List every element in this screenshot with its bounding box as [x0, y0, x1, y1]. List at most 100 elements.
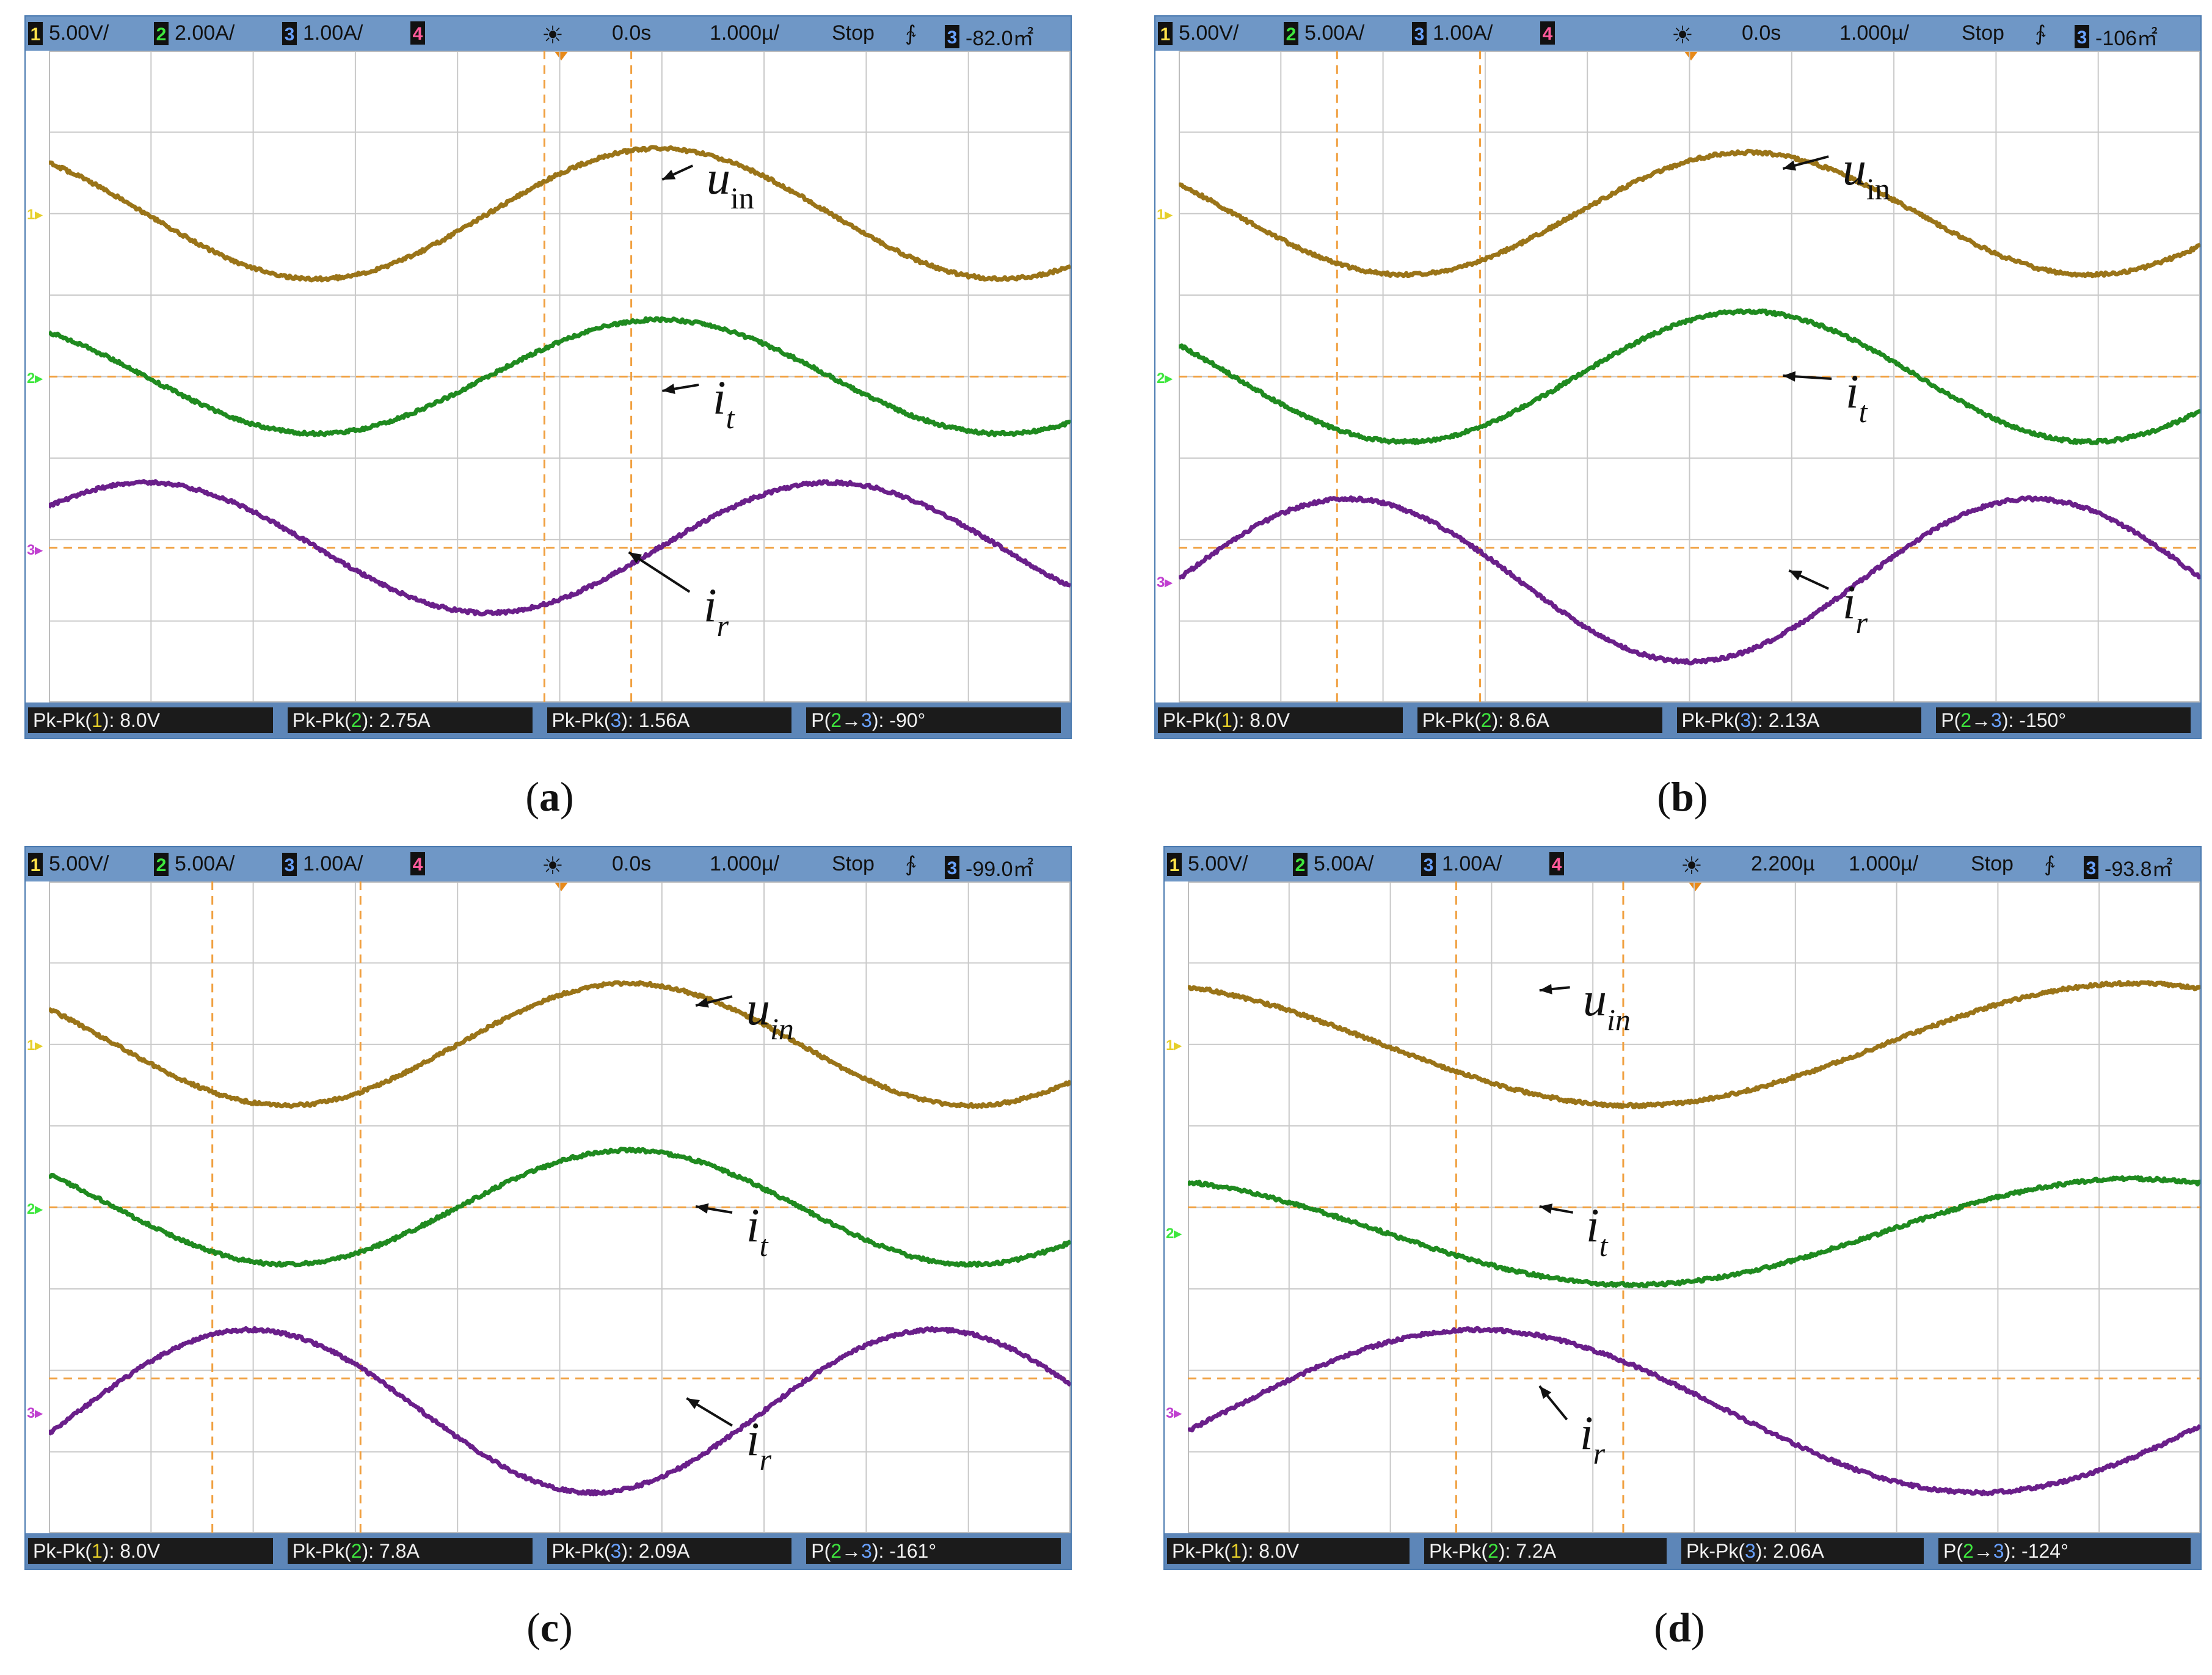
- ch3-scale-indicator[interactable]: 3 1.00A/: [1421, 852, 1502, 876]
- ch4-number-badge: 4: [410, 21, 425, 45]
- measurement-m1[interactable]: Pk-Pk(1): 8.0V: [28, 707, 273, 733]
- ch4-indicator[interactable]: 4: [410, 21, 425, 45]
- ch1-number-badge: 1: [1158, 21, 1173, 45]
- caption-letter: a: [539, 773, 560, 820]
- trigger-channel-badge: 3: [2084, 855, 2098, 879]
- annotation-symbol: i: [1586, 1199, 1599, 1252]
- ch3-scale-indicator[interactable]: 3 1.00A/: [282, 21, 363, 45]
- ch4-indicator[interactable]: 4: [1549, 852, 1564, 875]
- measurement-m3[interactable]: Pk-Pk(3): 2.06A: [1681, 1538, 1924, 1564]
- measurement-channel: 2: [351, 1540, 362, 1562]
- scope-status-bar: 1 5.00V/2 2.00A/3 1.00A/4 ☀ 0.0s 1.000µ/Stop ∱ 3…: [26, 16, 1071, 51]
- ch1-scale-indicator[interactable]: 1 5.00V/: [1167, 852, 1248, 876]
- series-u-in-trace: [49, 980, 1071, 1109]
- measurement-m4[interactable]: P(2→3): -161°: [806, 1538, 1061, 1564]
- measurement-m2[interactable]: Pk-Pk(2): 8.6A: [1417, 707, 1662, 733]
- annotation-arrowhead: [1539, 1203, 1553, 1214]
- annotation-ir: ir: [1843, 578, 1868, 638]
- ch3-number-badge: 3: [1421, 852, 1436, 876]
- ch1-scale-indicator[interactable]: 1 5.00V/: [28, 21, 109, 45]
- measurement-m4[interactable]: P(2→3): -150°: [1936, 707, 2191, 733]
- ch1-scale-indicator[interactable]: 1 5.00V/: [1158, 21, 1239, 45]
- scope-status-bar: 1 5.00V/2 5.00A/3 1.00A/4 ☀ 2.200µ 1.000µ/Stop…: [1165, 847, 2200, 881]
- waveform-svg: [49, 881, 1071, 1533]
- annotation-arrowhead: [696, 1203, 709, 1214]
- ch1-scale-text: 5.00V/: [49, 21, 109, 45]
- measurement-channel-b: 3: [1993, 1540, 2004, 1562]
- panel-caption: (c): [476, 1604, 623, 1652]
- annotation-subscript: t: [726, 401, 735, 435]
- annotation-it: it: [713, 374, 735, 434]
- measurement-m1[interactable]: Pk-Pk(1): 8.0V: [1158, 707, 1403, 733]
- ch3-scale-indicator[interactable]: 3 1.00A/: [282, 852, 363, 876]
- measurement-prefix: P(: [1941, 709, 1961, 731]
- measurement-channel-a: 2: [1963, 1540, 1974, 1562]
- measurement-m3[interactable]: Pk-Pk(3): 2.13A: [1676, 707, 1922, 733]
- measurement-prefix: Pk-Pk(: [1686, 1540, 1745, 1562]
- annotation-arrowhead: [662, 169, 676, 180]
- waveform-plot: [49, 51, 1071, 702]
- ch3-number-badge: 3: [282, 852, 297, 876]
- trigger-level-indicator[interactable]: 3 -106㎡: [2075, 21, 2158, 51]
- caption-close-paren: ): [1694, 773, 1708, 820]
- annotation-subscript: r: [759, 1442, 772, 1476]
- trigger-edge-icon: ∱: [2044, 853, 2055, 876]
- caption-letter: d: [1668, 1604, 1691, 1651]
- trigger-indicator[interactable]: ☀: [1672, 21, 1694, 49]
- measurement-prefix: P(: [811, 709, 831, 731]
- series-i-t-trace: [1179, 308, 2200, 445]
- measurement-value: ): 2.09A: [621, 1540, 690, 1562]
- ch1-scale-indicator[interactable]: 1 5.00V/: [28, 852, 109, 876]
- ch2-scale-indicator[interactable]: 2 5.00A/: [154, 852, 235, 876]
- trigger-indicator[interactable]: ☀: [542, 852, 564, 880]
- annotation-ir: ir: [704, 582, 729, 641]
- ch4-number-badge: 4: [1549, 852, 1564, 875]
- measurement-m4[interactable]: P(2→3): -124°: [1938, 1538, 2191, 1564]
- arrow-icon: →: [1973, 1540, 1993, 1562]
- trigger-channel-badge: 3: [945, 855, 959, 879]
- trigger-indicator[interactable]: ☀: [542, 21, 564, 49]
- run-state: Stop: [832, 21, 875, 45]
- measurement-m1[interactable]: Pk-Pk(1): 8.0V: [1167, 1538, 1410, 1564]
- ch2-ground-marker: 2▸: [1157, 370, 1173, 387]
- ch2-scale-indicator[interactable]: 2 5.00A/: [1284, 21, 1364, 45]
- ch2-scale-text: 5.00A/: [175, 852, 235, 875]
- annotation-symbol: i: [1846, 365, 1859, 418]
- caption-open-paren: (: [1654, 1604, 1668, 1651]
- ch2-scale-indicator[interactable]: 2 5.00A/: [1293, 852, 1373, 876]
- annotation-ir: ir: [746, 1415, 771, 1475]
- delay-value: 0.0s: [1742, 21, 1781, 45]
- trigger-level-indicator[interactable]: 3 -93.8㎡: [2084, 852, 2173, 882]
- ch3-ground-marker: 3▸: [1157, 574, 1173, 591]
- trigger-level-indicator[interactable]: 3 -99.0㎡: [945, 852, 1034, 882]
- ch3-number-badge: 3: [1412, 21, 1427, 45]
- ch2-scale-indicator[interactable]: 2 2.00A/: [154, 21, 235, 45]
- measurement-m1[interactable]: Pk-Pk(1): 8.0V: [28, 1538, 273, 1564]
- measurement-m2[interactable]: Pk-Pk(2): 2.75A: [287, 707, 533, 733]
- ch4-indicator[interactable]: 4: [410, 852, 425, 875]
- annotation-u: uin: [707, 154, 754, 214]
- series-i-t-trace: [1188, 1175, 2200, 1288]
- measurement-prefix: P(: [811, 1540, 831, 1562]
- measurement-m3[interactable]: Pk-Pk(3): 2.09A: [547, 1538, 792, 1564]
- timebase-value: 1.000µ/: [1839, 21, 1910, 45]
- ch4-indicator[interactable]: 4: [1540, 21, 1555, 45]
- ch3-ground-marker: 3▸: [27, 1405, 43, 1422]
- trigger-sun-icon: ☀: [1672, 22, 1694, 49]
- trigger-level-indicator[interactable]: 3 -82.0㎡: [945, 21, 1034, 51]
- ch4-number-badge: 4: [410, 852, 425, 875]
- measurement-prefix: Pk-Pk(: [33, 709, 92, 731]
- trigger-sun-icon: ☀: [542, 22, 564, 49]
- annotation-u: uin: [746, 985, 794, 1045]
- measurement-m2[interactable]: Pk-Pk(2): 7.2A: [1424, 1538, 1667, 1564]
- annotation-symbol: i: [1580, 1406, 1593, 1459]
- trigger-indicator[interactable]: ☀: [1681, 852, 1703, 880]
- series-i-t-trace: [49, 316, 1071, 437]
- annotation-arrows: [1782, 155, 1832, 590]
- trigger-position-marker: [1688, 881, 1703, 891]
- measurement-m4[interactable]: P(2→3): -90°: [806, 707, 1061, 733]
- caption-open-paren: (: [525, 773, 539, 820]
- measurement-m2[interactable]: Pk-Pk(2): 7.8A: [287, 1538, 533, 1564]
- measurement-m3[interactable]: Pk-Pk(3): 1.56A: [547, 707, 792, 733]
- ch3-scale-indicator[interactable]: 3 1.00A/: [1412, 21, 1493, 45]
